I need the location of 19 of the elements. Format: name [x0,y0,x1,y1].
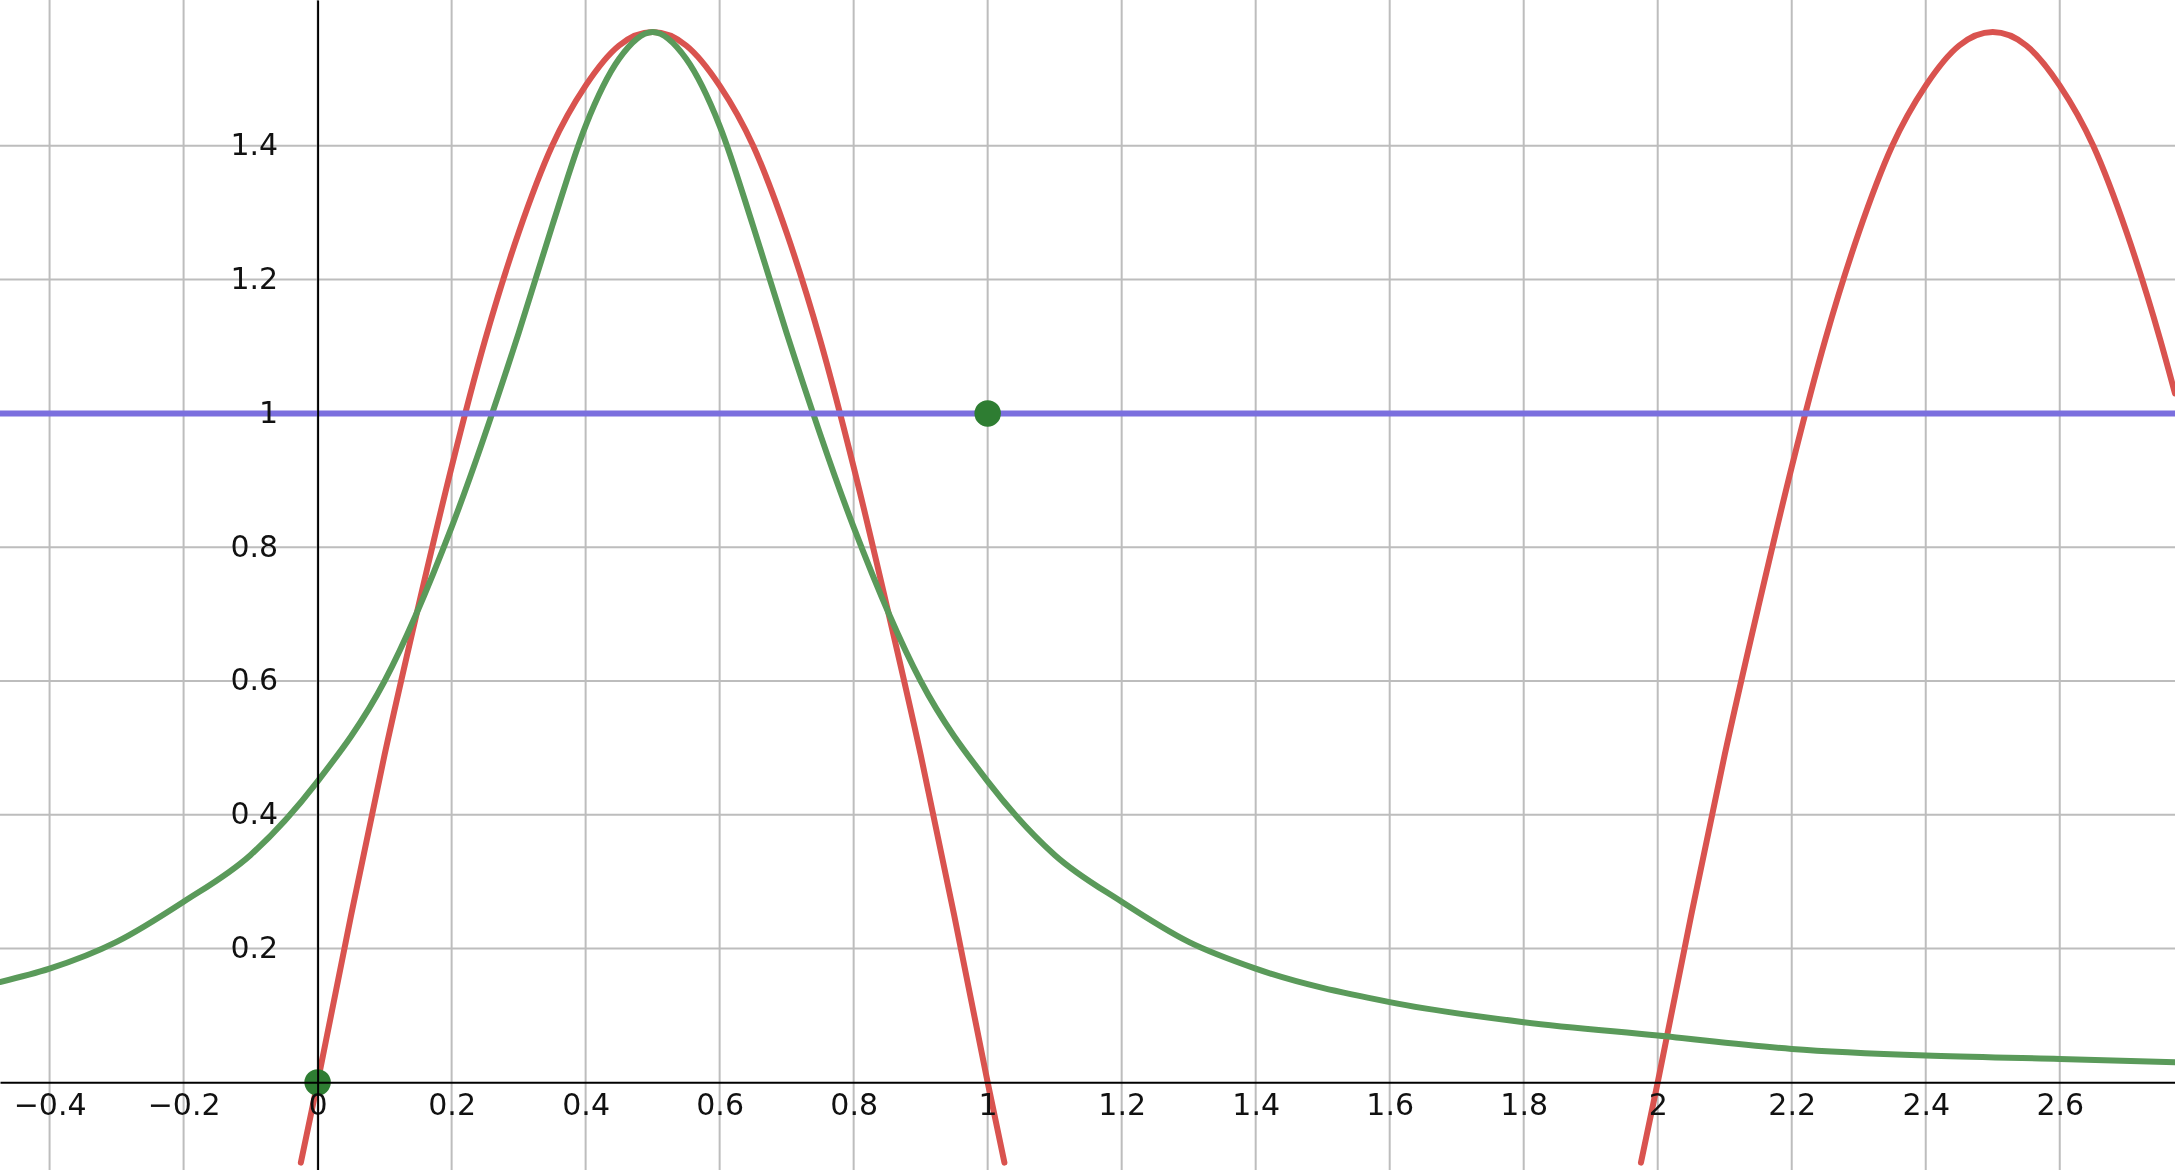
x-tick-label: 1.4 [1232,1086,1281,1122]
x-tick-label: −0.2 [147,1086,221,1122]
y-tick-label: 0.8 [230,528,279,564]
x-tick-label: 1.8 [1500,1086,1549,1122]
x-tick-label: 0.6 [696,1086,744,1122]
y-tick-label: 1.4 [230,127,279,163]
x-tick-label: −0.4 [13,1086,87,1122]
x-tick-label: 1.6 [1366,1086,1415,1122]
x-tick-label: 2.6 [2036,1086,2085,1122]
x-tick-label: 0.8 [830,1086,879,1122]
x-tick-label: 0.2 [428,1086,476,1122]
x-tick-label: 2.4 [1902,1086,1951,1122]
x-tick-label: 1.2 [1098,1086,1147,1122]
y-tick-label: 0.2 [230,930,279,966]
y-tick-label: 0.4 [230,796,279,832]
x-tick-label: 0.4 [562,1086,610,1122]
y-tick-label: 1.2 [230,261,279,297]
x-tick-label: 2.2 [1768,1086,1817,1122]
y-tick-label: 0.6 [230,662,279,698]
